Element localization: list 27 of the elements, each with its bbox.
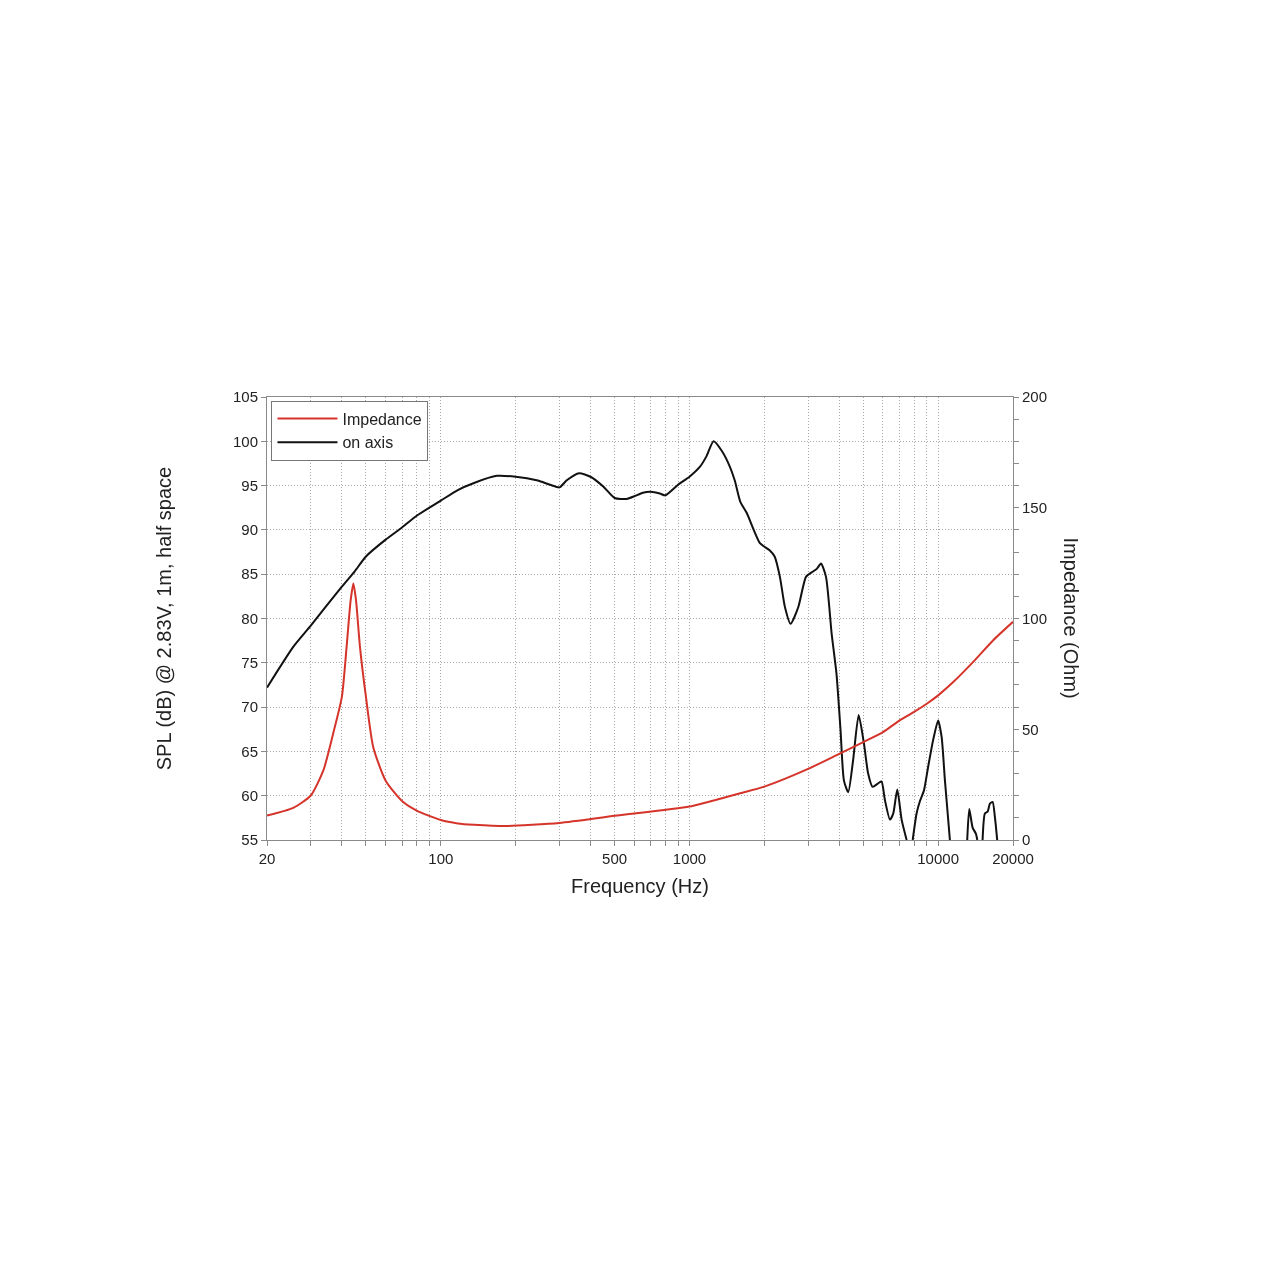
y2-tick-label: 150 (1022, 499, 1048, 516)
y2-tick-label: 50 (1022, 720, 1039, 738)
y2-tick-label: 100 (1022, 609, 1048, 627)
y2-tick-label: 0 (1022, 831, 1031, 849)
y-tick-label: 80 (241, 609, 258, 627)
y-tick-label: 85 (241, 565, 258, 583)
y-tick-label: 100 (232, 432, 258, 450)
legend-label: Impedance (342, 410, 422, 428)
x-tick-label: 20000 (992, 850, 1034, 867)
y-tick-label: 70 (241, 698, 258, 716)
x-axis-title: Frequency (Hz) (571, 874, 709, 897)
y-tick-label: 55 (241, 831, 258, 849)
y-tick-label: 95 (241, 476, 258, 494)
x-tick-label: 10000 (917, 850, 959, 867)
x-tick-label: 20 (258, 850, 276, 867)
x-tick-label: 500 (602, 850, 628, 867)
y2-axis-title: Impedance (Ohm) (1060, 537, 1083, 699)
legend-label: on axis (342, 434, 394, 452)
y-tick-label: 105 (232, 388, 258, 406)
y-tick-label: 65 (241, 742, 258, 760)
y-tick-label: 60 (241, 786, 258, 804)
x-tick-label: 1000 (672, 850, 707, 867)
y-tick-label: 75 (241, 654, 258, 672)
y-axis-title: SPL (dB) @ 2.83V, 1m, half space (153, 466, 176, 771)
y-tick-label: 90 (241, 521, 258, 539)
y2-tick-label: 200 (1022, 388, 1048, 406)
x-tick-label: 100 (428, 850, 454, 867)
